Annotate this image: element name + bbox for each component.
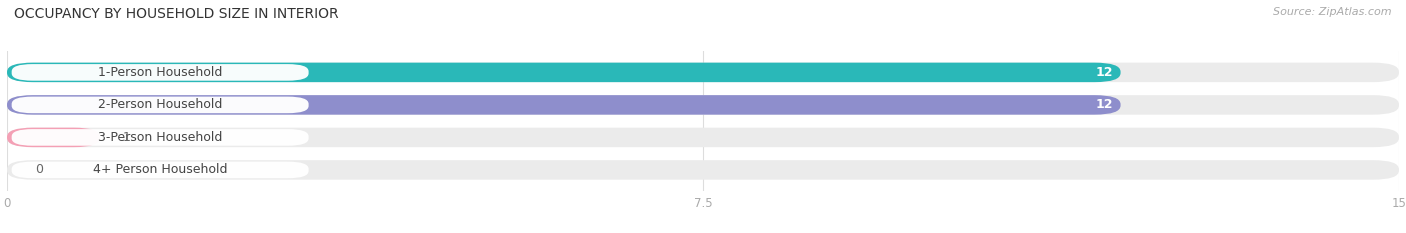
Text: 4+ Person Household: 4+ Person Household — [93, 163, 228, 176]
FancyBboxPatch shape — [7, 160, 1399, 180]
FancyBboxPatch shape — [7, 63, 1399, 82]
Text: 1-Person Household: 1-Person Household — [98, 66, 222, 79]
FancyBboxPatch shape — [7, 63, 1121, 82]
Text: 3-Person Household: 3-Person Household — [98, 131, 222, 144]
FancyBboxPatch shape — [11, 129, 309, 146]
Text: 12: 12 — [1095, 66, 1114, 79]
Text: 1: 1 — [124, 131, 131, 144]
FancyBboxPatch shape — [7, 95, 1121, 115]
FancyBboxPatch shape — [7, 128, 100, 147]
FancyBboxPatch shape — [7, 128, 1399, 147]
Text: Source: ZipAtlas.com: Source: ZipAtlas.com — [1274, 7, 1392, 17]
FancyBboxPatch shape — [7, 95, 1399, 115]
FancyBboxPatch shape — [11, 97, 309, 113]
Text: OCCUPANCY BY HOUSEHOLD SIZE IN INTERIOR: OCCUPANCY BY HOUSEHOLD SIZE IN INTERIOR — [14, 7, 339, 21]
FancyBboxPatch shape — [11, 64, 309, 81]
Text: 12: 12 — [1095, 98, 1114, 111]
Text: 2-Person Household: 2-Person Household — [98, 98, 222, 111]
FancyBboxPatch shape — [11, 162, 309, 178]
Text: 0: 0 — [35, 163, 42, 176]
